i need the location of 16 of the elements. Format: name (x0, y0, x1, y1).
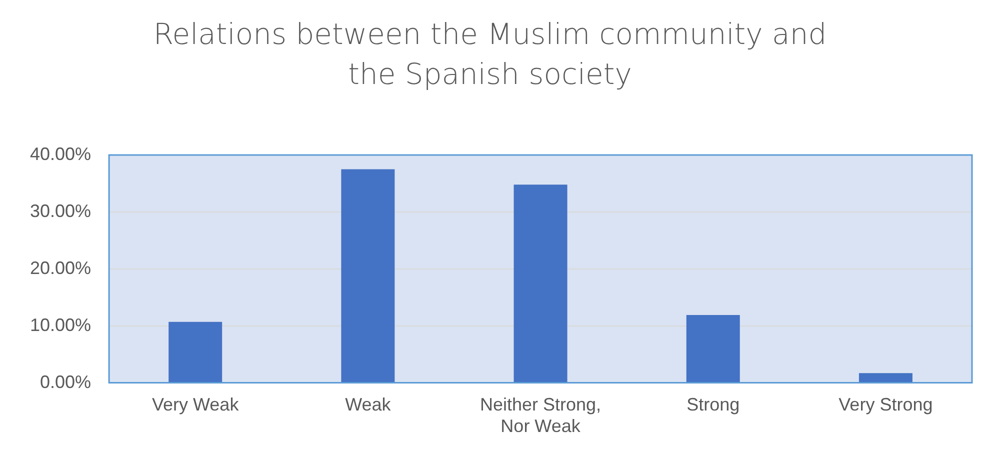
x-tick-label: Strong (686, 394, 740, 415)
y-tick-label: 40.00% (30, 144, 92, 164)
x-tick-label: Weak (345, 394, 392, 415)
chart-title: Relations between the Muslim community and the Spanish society (152, 16, 828, 93)
bar (168, 322, 222, 382)
y-tick-label: 10.00% (30, 314, 92, 335)
y-tick-label: 30.00% (30, 200, 92, 221)
bar (686, 315, 740, 382)
x-tick-label: Very Weak (152, 394, 240, 415)
y-tick-label: 20.00% (30, 258, 92, 278)
y-tick-label: 0.00% (40, 372, 92, 392)
bar (514, 184, 568, 382)
x-tick-label: Neither Strong, Nor Weak (480, 394, 602, 436)
bar (341, 169, 395, 382)
bar (858, 373, 912, 382)
x-tick-label: Very Strong (838, 394, 933, 415)
